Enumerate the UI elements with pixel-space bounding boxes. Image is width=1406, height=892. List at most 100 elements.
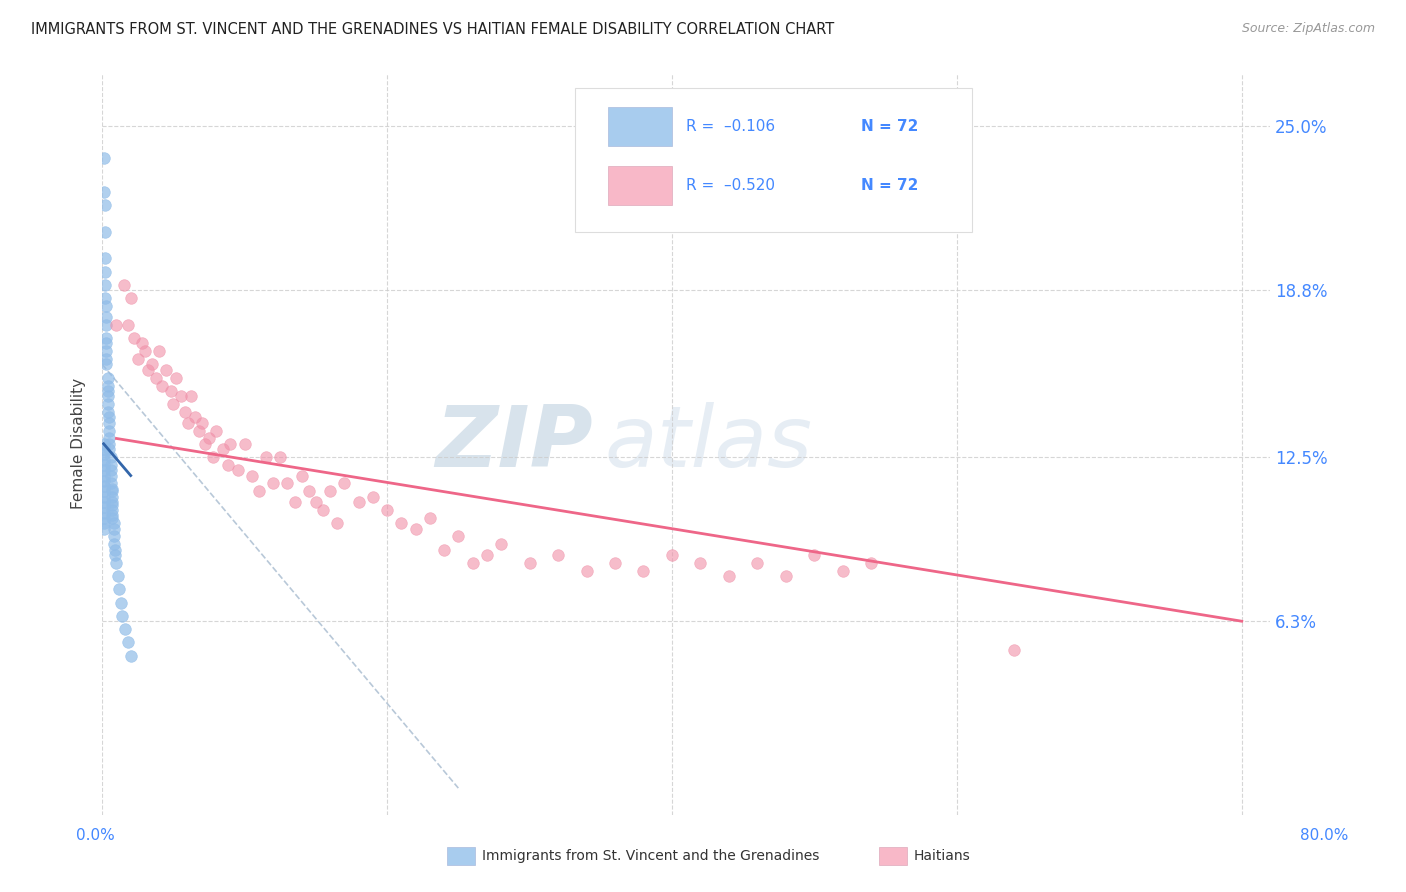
Point [375,503,398,517]
Point [165,370,187,384]
Point [111,608,134,623]
Point [93,474,115,488]
FancyBboxPatch shape [607,167,672,205]
Point [114,622,136,636]
Point [93,500,115,515]
Point [188,424,211,438]
Point [101,498,124,512]
Point [233,436,256,450]
Text: 80.0%: 80.0% [1301,829,1348,843]
Point [101,482,124,496]
Y-axis label: Female Disability: Female Disability [72,378,86,509]
Point [254,450,277,464]
Point [100,458,122,472]
Point [194,436,217,450]
Point [101,511,124,525]
Point [101,495,124,509]
Point [247,484,270,499]
Point [191,416,214,430]
Text: ZIP: ZIP [436,402,593,485]
FancyBboxPatch shape [575,87,973,233]
Point [202,450,225,464]
Point [107,569,129,583]
Text: N = 72: N = 72 [862,119,918,134]
Point [93,490,115,504]
Point [97,389,120,403]
Point [93,436,115,450]
Point [93,479,115,493]
Point [117,318,139,332]
Point [93,463,115,477]
Point [112,277,135,292]
Text: Haitians: Haitians [914,849,970,863]
Point [103,522,125,536]
Point [117,635,139,649]
Text: R =  –0.106: R = –0.106 [686,119,775,134]
Point [97,405,120,419]
Point [104,548,127,562]
FancyBboxPatch shape [607,107,672,145]
Point [575,564,598,578]
Point [96,331,118,345]
Point [169,389,191,403]
Point [689,556,711,570]
Point [101,484,124,499]
Point [93,522,115,536]
Point [96,336,118,351]
Point [93,506,115,520]
Point [447,529,470,543]
Point [860,556,883,570]
Point [747,556,769,570]
Point [269,450,291,464]
Point [832,564,855,578]
Point [93,185,115,199]
Point [100,450,122,464]
Text: Source: ZipAtlas.com: Source: ZipAtlas.com [1241,22,1375,36]
Text: R =  –0.520: R = –0.520 [686,178,775,194]
Point [141,357,163,371]
Point [333,476,356,491]
Point [101,503,124,517]
Text: atlas: atlas [605,402,813,485]
Point [100,463,122,477]
Point [262,476,284,491]
Point [283,495,305,509]
Point [326,516,349,531]
Point [180,389,202,403]
Point [93,452,115,467]
Point [98,432,121,446]
Point [489,537,512,551]
Point [298,484,321,499]
Point [96,310,118,324]
Point [110,596,132,610]
Point [240,468,263,483]
Point [361,490,384,504]
Point [198,432,221,446]
Point [184,410,207,425]
Point [98,436,121,450]
Point [94,198,117,212]
Point [96,299,118,313]
Point [93,458,115,472]
Text: N = 72: N = 72 [862,178,918,194]
Point [96,318,118,332]
Point [1002,643,1025,657]
Point [433,542,456,557]
Point [122,331,145,345]
Point [145,370,167,384]
Point [312,503,335,517]
Point [98,424,121,438]
Point [162,397,184,411]
Point [105,556,128,570]
Point [94,277,117,292]
Point [305,495,328,509]
Point [96,351,118,366]
Point [419,511,441,525]
Point [205,424,228,438]
Point [291,468,314,483]
Point [803,548,825,562]
Point [389,516,412,531]
Point [93,484,115,499]
Point [661,548,683,562]
Point [405,522,427,536]
